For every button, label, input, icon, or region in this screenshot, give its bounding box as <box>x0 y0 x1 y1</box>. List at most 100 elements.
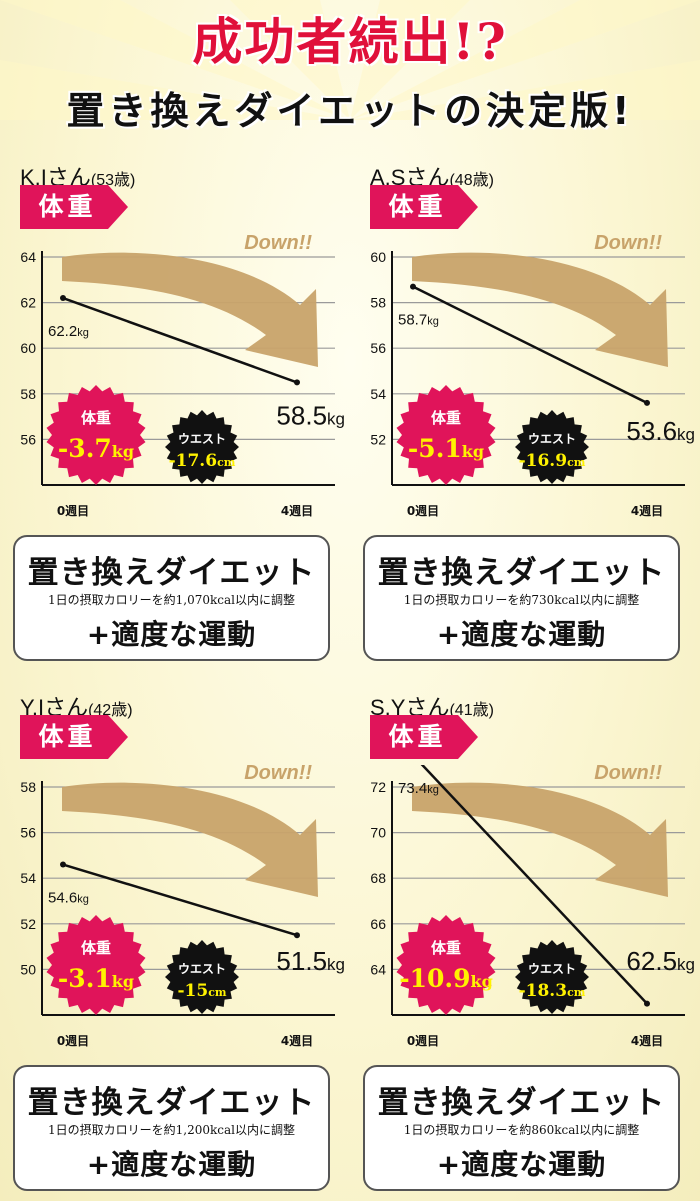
plan-detail: 1日の摂取カロリーを約860kcal以内に調整 <box>403 1123 640 1137</box>
tag-arrow-shape <box>20 715 128 759</box>
down-label: Down!! <box>594 765 662 784</box>
person-age: (41歳) <box>449 702 494 719</box>
diet-plan-box: 置き換えダイエット 1日の摂取カロリーを約730kcal以内に調整 +適度な運動 <box>363 535 680 661</box>
weight-tag-label: 体重 <box>38 722 97 751</box>
end-value-label: 62.5kg <box>626 946 695 976</box>
series-line <box>62 863 298 937</box>
weight-badge-value: -10.9kg <box>399 964 493 993</box>
weight-badge-label: 体重 <box>81 409 111 427</box>
down-arrow-shape <box>412 252 668 367</box>
y-tick-label: 64 <box>20 249 36 265</box>
tag-arrow-shape <box>20 185 128 229</box>
end-value-label: 53.6kg <box>626 416 695 446</box>
x-tick-label: 0週目 <box>57 503 89 518</box>
waist-badge-value: -16.9cm <box>519 451 586 471</box>
diet-plan-box: 置き換えダイエット 1日の摂取カロリーを約1,070kcal以内に調整 +適度な… <box>13 535 330 661</box>
plan-title: 置き換えダイエット <box>27 555 316 591</box>
y-tick-label: 56 <box>20 825 36 841</box>
result-panel: S.Yさん(41歳) 体重 72 70 68 66 64 0週目 4週目 Down!! 73.4… <box>350 530 700 1191</box>
weight-tag-label: 体重 <box>38 192 97 221</box>
weight-chart: 60 58 56 54 52 0週目 4週目 Down!! 58.7kg 53.6kg 体重 -5.1… <box>370 235 695 518</box>
plan-title: 置き換えダイエット <box>377 1085 666 1121</box>
weight-tag: 体重 <box>370 715 478 759</box>
y-tick-label: 58 <box>20 386 36 402</box>
weight-badge-value: -3.1kg <box>58 964 134 993</box>
plan-extra: +適度な運動 <box>436 1148 607 1181</box>
down-arrow-shape <box>62 782 318 897</box>
plan-detail: 1日の摂取カロリーを約1,070kcal以内に調整 <box>48 593 295 607</box>
x-tick-label: 4週目 <box>281 1033 313 1048</box>
y-tick-label: 66 <box>370 916 386 932</box>
weight-badge-burst <box>396 915 496 1015</box>
y-tick-label: 56 <box>20 431 36 447</box>
x-tick-label: 4週目 <box>631 503 663 518</box>
data-point-start <box>60 861 66 868</box>
y-tick-label: 64 <box>370 961 386 977</box>
plan-extra: +適度な運動 <box>86 1148 257 1181</box>
weight-tag: 体重 <box>20 715 128 759</box>
down-arrow-shape <box>412 782 668 897</box>
y-tick-label: 50 <box>20 961 36 977</box>
x-tick-label: 0週目 <box>57 1033 89 1048</box>
start-value-label: 73.4kg <box>398 780 439 797</box>
weight-badge-label: 体重 <box>431 409 461 427</box>
y-tick-label: 70 <box>370 825 386 841</box>
diet-plan-box: 置き換えダイエット 1日の摂取カロリーを約860kcal以内に調整 +適度な運動 <box>363 1065 680 1191</box>
x-tick-label: 0週目 <box>407 1033 439 1048</box>
x-tick-label: 4週目 <box>281 503 313 518</box>
headline-title: 成功者続出!? <box>192 12 508 71</box>
plan-title: 置き換えダイエット <box>27 1085 316 1121</box>
down-label: Down!! <box>244 765 312 784</box>
end-value-label: 51.5kg <box>276 946 345 976</box>
waist-badge-burst <box>515 940 589 1014</box>
weight-badge-label: 体重 <box>81 939 111 957</box>
weight-chart: 72 70 68 66 64 0週目 4週目 Down!! 73.4kg 62.5kg 体重 -10.… <box>370 765 695 1048</box>
weight-tag: 体重 <box>20 185 128 229</box>
x-tick-label: 0週目 <box>407 503 439 518</box>
plan-extra: +適度な運動 <box>436 618 607 651</box>
waist-badge-label: ウエスト <box>528 962 576 976</box>
waist-badge-label: ウエスト <box>528 432 576 446</box>
y-tick-label: 54 <box>370 386 386 402</box>
end-value-label: 58.5kg <box>276 400 345 430</box>
plan-extra: +適度な運動 <box>86 618 257 651</box>
waist-badge-burst <box>165 410 239 484</box>
y-tick-label: 58 <box>20 779 36 795</box>
weight-badge-burst <box>396 385 496 485</box>
weight-badge-burst <box>46 915 146 1015</box>
weight-tag-label: 体重 <box>388 192 447 221</box>
y-tick-label: 52 <box>20 916 36 932</box>
weight-tag: 体重 <box>370 185 478 229</box>
y-tick-label: 60 <box>370 249 386 265</box>
waist-badge-value: -15cm <box>177 981 226 1001</box>
y-tick-label: 52 <box>370 431 386 447</box>
data-point-end <box>294 932 300 939</box>
person-age: (42歳) <box>88 702 133 719</box>
y-tick-label: 56 <box>370 340 386 356</box>
waist-badge-label: ウエスト <box>178 432 226 446</box>
y-tick-label: 72 <box>370 779 386 795</box>
weight-badge-value: -5.1kg <box>408 434 484 463</box>
waist-badge-value: -17.6cm <box>169 451 236 471</box>
series-line <box>420 765 648 1005</box>
plan-detail: 1日の摂取カロリーを約1,200kcal以内に調整 <box>48 1123 295 1137</box>
data-point-end <box>644 1000 650 1007</box>
person-age: (48歳) <box>449 172 494 189</box>
y-tick-label: 60 <box>20 340 36 356</box>
waist-badge-label: ウエスト <box>178 962 226 976</box>
headline-subtitle: 置き換えダイエットの決定版! <box>66 89 634 133</box>
waist-badge-burst <box>515 410 589 484</box>
result-panel: K.Iさん(53歳) 体重 64 62 60 58 56 0週目 4週目 Down!! 62.2… <box>0 0 350 661</box>
weight-badge-label: 体重 <box>431 939 461 957</box>
series-line <box>62 296 298 384</box>
down-arrow-shape <box>62 252 318 367</box>
weight-badge-value: -3.7kg <box>58 434 134 463</box>
weight-badge-burst <box>46 385 146 485</box>
data-point-start <box>410 283 416 290</box>
weight-chart: 58 56 54 52 50 0週目 4週目 Down!! 54.6kg 51.5kg 体重 -3.1… <box>20 765 345 1048</box>
series-line <box>412 285 648 405</box>
result-panel: A.Sさん(48歳) 体重 60 58 56 54 52 0週目 4週目 Down!! 58.7… <box>350 0 700 661</box>
diet-plan-box: 置き換えダイエット 1日の摂取カロリーを約1,200kcal以内に調整 +適度な… <box>13 1065 330 1191</box>
person-age: (53歳) <box>90 172 136 189</box>
start-value-label: 62.2kg <box>48 323 89 340</box>
